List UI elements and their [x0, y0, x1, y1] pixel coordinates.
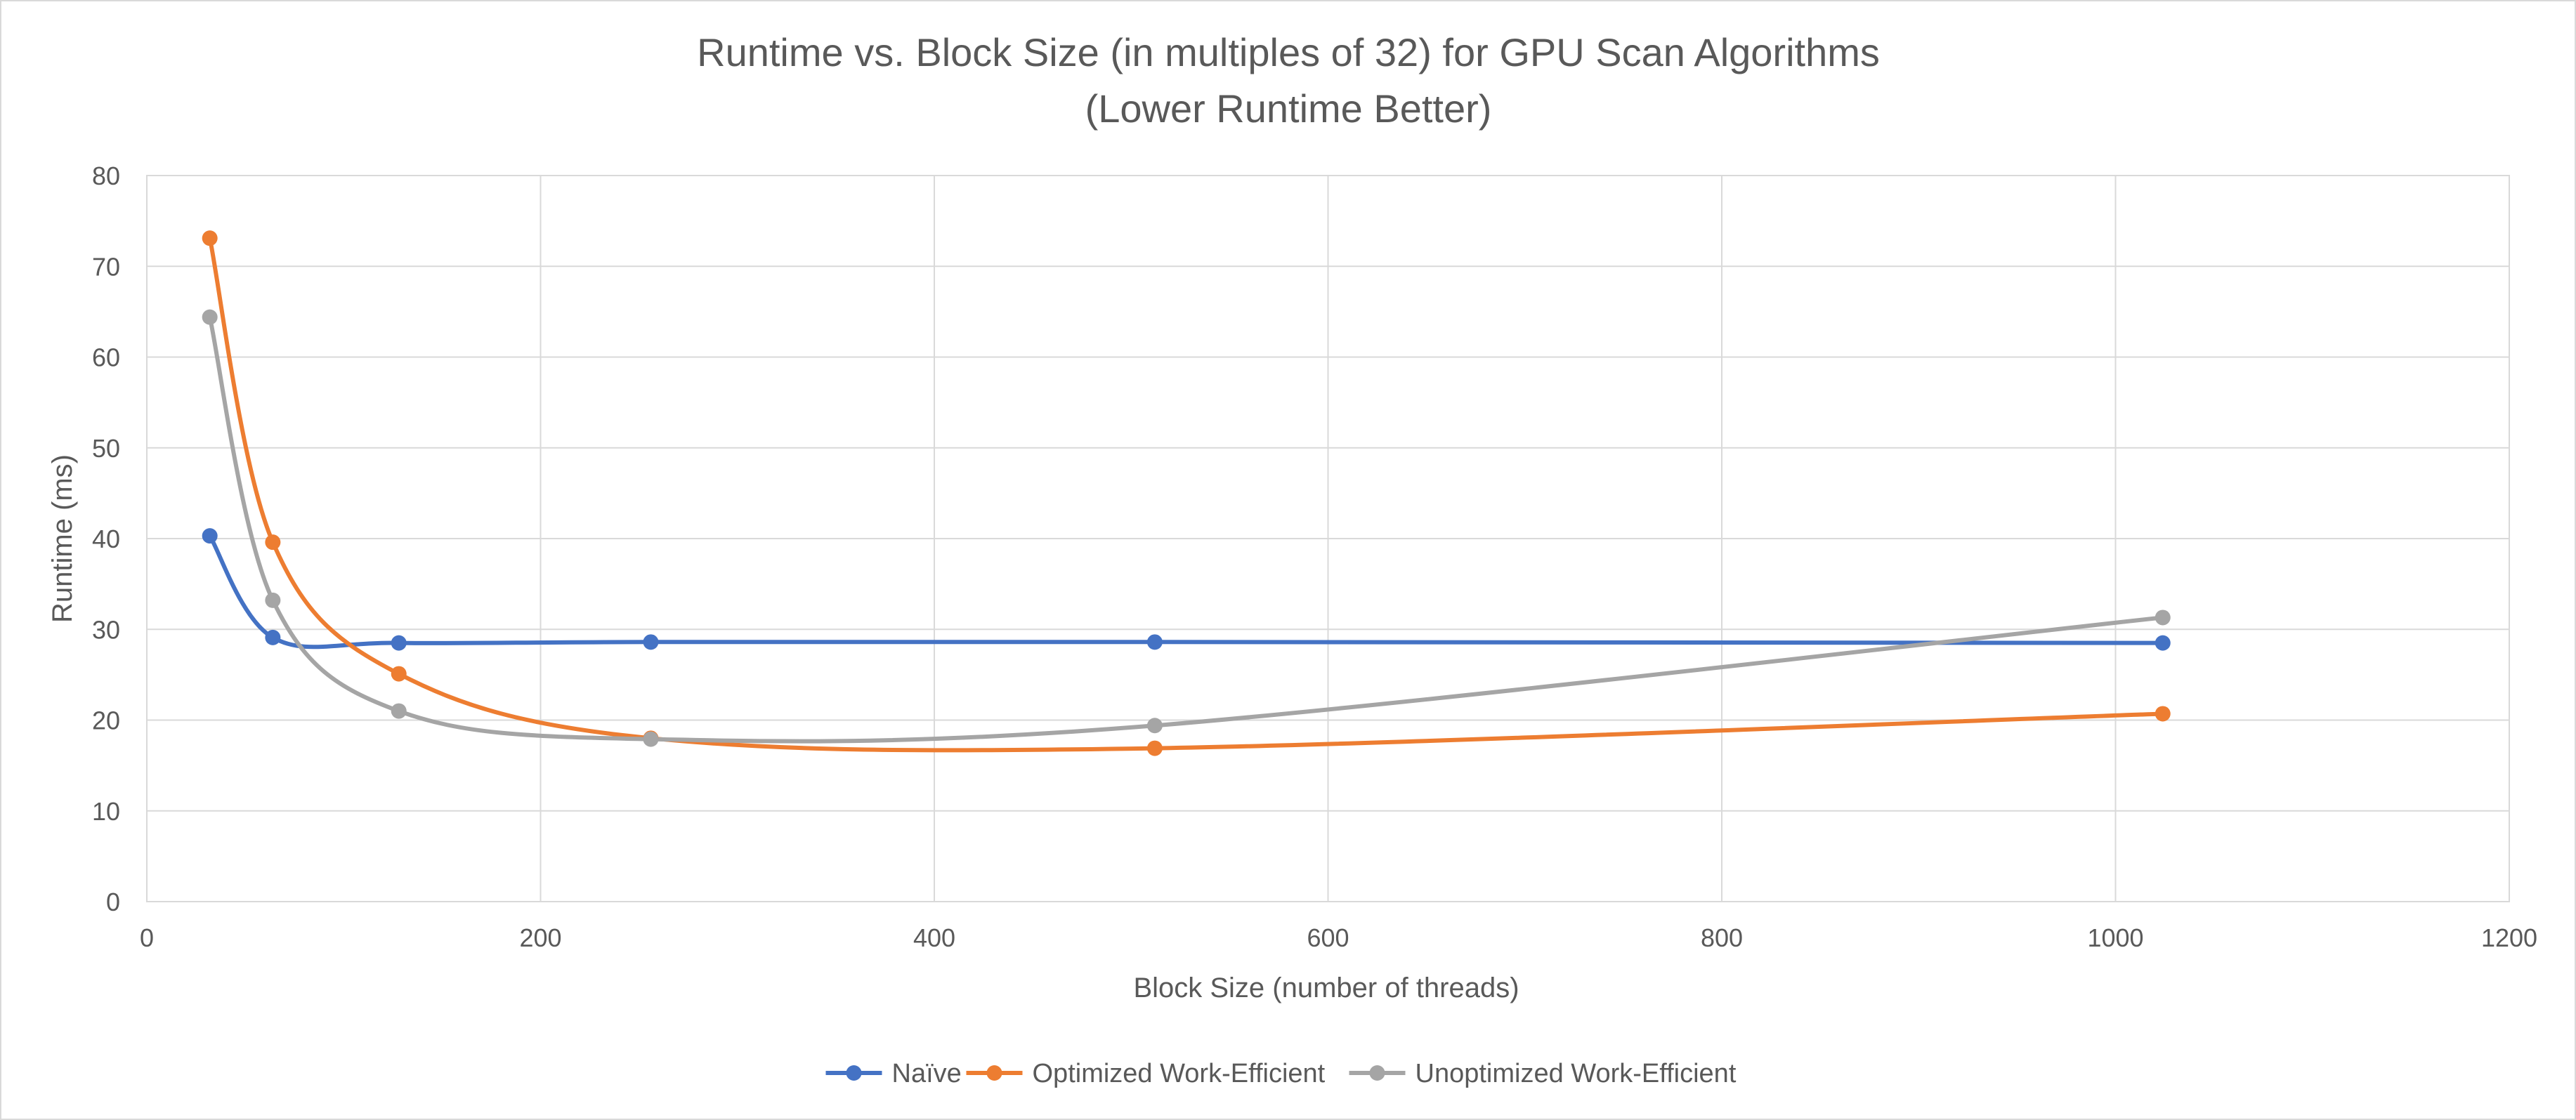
y-tick-label: 50: [92, 434, 120, 463]
data-point: [643, 634, 659, 650]
legend-label: Optimized Work-Efficient: [1033, 1059, 1326, 1088]
x-tick-label: 1200: [2481, 923, 2537, 952]
x-tick-label: 0: [140, 923, 154, 952]
x-tick-label: 200: [519, 923, 561, 952]
data-point: [643, 731, 659, 747]
legend-swatch-marker: [986, 1065, 1002, 1081]
data-point: [202, 230, 218, 246]
data-point: [1146, 634, 1163, 650]
y-tick-label: 80: [92, 162, 120, 190]
y-axis-label: Runtime (ms): [47, 454, 78, 623]
legend-label: Naïve: [892, 1059, 962, 1088]
y-tick-label: 20: [92, 706, 120, 735]
data-point: [265, 629, 281, 645]
data-point: [2155, 635, 2171, 651]
y-tick-label: 30: [92, 615, 120, 644]
data-point: [391, 703, 407, 719]
y-tick-label: 10: [92, 797, 120, 826]
legend-swatch-marker: [846, 1065, 862, 1081]
legend: Naïve Optimized Work-Efficient Unoptimized…: [825, 1059, 1737, 1088]
y-tick-label: 70: [92, 252, 120, 281]
data-point: [2155, 706, 2171, 722]
series-line-3: [207, 315, 2165, 744]
legend-item: Naïve: [825, 1059, 962, 1088]
chart-subtitle: (Lower Runtime Better): [1085, 86, 1492, 131]
y-tick-label: 40: [92, 525, 120, 553]
data-markers: [202, 230, 2171, 756]
y-tick-label: 60: [92, 343, 120, 372]
x-tick-label: 1000: [2087, 923, 2143, 952]
y-tick-label: 0: [106, 888, 120, 916]
series-line-2: [207, 236, 2165, 753]
data-point: [2155, 610, 2171, 626]
x-axis-label: Block Size (number of threads): [1133, 973, 1519, 1003]
series-line-1: [207, 534, 2165, 650]
data-point: [1146, 740, 1163, 756]
chart-title: Runtime vs. Block Size (in multiples of …: [697, 30, 1880, 74]
series-lines: [207, 236, 2165, 753]
data-point: [202, 528, 218, 544]
legend-item: Optimized Work-Efficient: [966, 1059, 1326, 1088]
legend-item: Unoptimized Work-Efficient: [1349, 1059, 1737, 1088]
x-tick-label: 600: [1307, 923, 1349, 952]
data-point: [265, 592, 281, 608]
data-point: [202, 309, 218, 325]
gridlines: [146, 175, 2510, 902]
plot-area-border: [146, 175, 2510, 902]
data-point: [391, 635, 407, 651]
data-point: [1146, 718, 1163, 734]
x-tick-label: 800: [1701, 923, 1743, 952]
legend-swatch-marker: [1369, 1065, 1385, 1081]
legend-label: Unoptimized Work-Efficient: [1416, 1059, 1737, 1088]
x-tick-label: 400: [913, 923, 955, 952]
data-point: [391, 666, 407, 682]
data-point: [265, 534, 281, 551]
